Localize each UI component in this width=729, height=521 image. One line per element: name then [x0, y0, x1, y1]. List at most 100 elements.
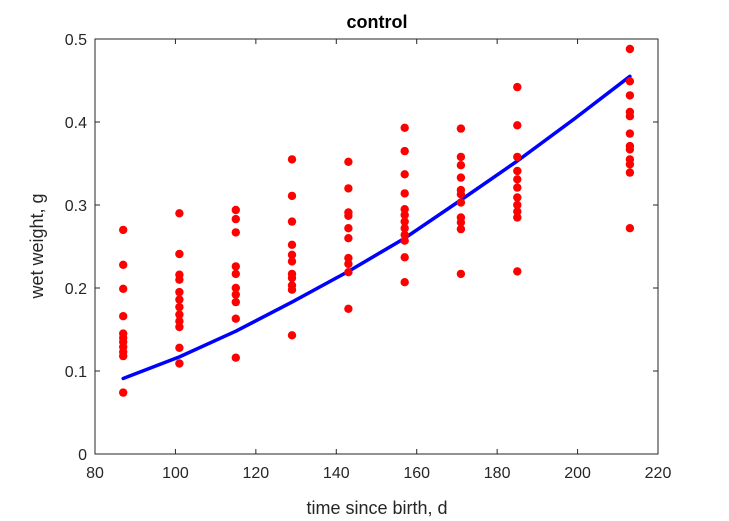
data-point [400, 230, 409, 240]
data-point [400, 210, 409, 220]
data-point [287, 191, 297, 201]
x-tick-label: 140 [323, 465, 350, 482]
fit-curve [121, 74, 632, 381]
data-point [175, 359, 184, 368]
data-point [175, 317, 184, 326]
data-point [119, 260, 128, 269]
data-point [625, 224, 635, 233]
data-point [231, 297, 240, 307]
data-point [456, 161, 466, 170]
data-point [175, 249, 184, 259]
data-point [231, 214, 240, 224]
data-point [231, 269, 240, 279]
data-point [119, 284, 128, 293]
data-point [400, 236, 409, 245]
x-tick-label: 80 [86, 465, 104, 482]
data-point [625, 129, 635, 138]
data-point [119, 312, 128, 321]
data-point [625, 112, 635, 121]
series-layer [119, 44, 635, 397]
data-point [344, 224, 353, 233]
data-point [119, 388, 128, 397]
data-point [175, 209, 184, 218]
data-point [513, 267, 522, 276]
data-point [287, 273, 297, 283]
data-point [456, 218, 466, 227]
data-point [287, 155, 297, 164]
data-point [287, 257, 297, 266]
data-point [513, 152, 522, 162]
data-point [344, 259, 353, 269]
data-point [175, 287, 184, 297]
data-point [175, 295, 184, 304]
data-point [513, 175, 522, 184]
axes-box [94, 38, 659, 455]
plot-area: 80 100 120 140 160 180 200 220 0 0.1 0.2 0.3 0.4 0.5 [65, 32, 672, 482]
data-point [231, 283, 240, 293]
y-tick-label: 0.2 [65, 281, 87, 298]
data-point [513, 82, 522, 92]
data-point [625, 77, 635, 86]
data-point [513, 121, 522, 130]
data-point [456, 152, 466, 162]
data-point [513, 207, 522, 216]
data-point [287, 217, 297, 226]
data-point [400, 217, 409, 226]
data-point [231, 228, 240, 237]
data-point [456, 190, 466, 199]
data-point [456, 224, 466, 234]
data-point [400, 123, 409, 132]
data-point [175, 343, 184, 352]
data-point [287, 240, 297, 249]
x-tick-label: 160 [403, 465, 430, 482]
y-tick-label: 0.5 [65, 32, 87, 49]
chart-title: control [347, 12, 408, 32]
x-tick-label: 200 [564, 465, 591, 482]
data-point [513, 213, 522, 222]
data-point [119, 225, 128, 235]
data-point [175, 302, 184, 312]
data-point [400, 278, 409, 287]
data-point [344, 157, 353, 166]
x-tick-label: 100 [162, 465, 189, 482]
data-point [175, 310, 184, 319]
data-point [231, 262, 240, 271]
y-tick-label: 0.3 [65, 198, 87, 215]
data-point [231, 314, 240, 323]
y-tick-label: 0.1 [65, 364, 87, 381]
data-point [625, 168, 635, 177]
data-point [231, 205, 240, 215]
data-point [456, 173, 466, 182]
data-point [456, 269, 466, 279]
data-point [513, 166, 522, 176]
data-point [344, 268, 353, 277]
data-point [625, 44, 635, 54]
data-point [287, 331, 297, 340]
data-point [119, 351, 128, 361]
y-tick-label: 0 [78, 447, 87, 464]
data-point [625, 160, 635, 169]
data-point [175, 275, 184, 284]
data-point [287, 250, 297, 259]
axis-tick-labels: 80 100 120 140 160 180 200 220 0 0.1 0.2 0.3 0.4 0.5 [65, 32, 672, 482]
data-point [513, 200, 522, 210]
data-point [400, 170, 409, 179]
x-tick-label: 220 [645, 465, 672, 482]
x-tick-label: 180 [484, 465, 511, 482]
y-axis-label: wet weight, g [27, 193, 47, 299]
axis-ticks [94, 38, 659, 455]
data-point [344, 253, 353, 263]
data-point [400, 189, 409, 198]
data-point [400, 253, 409, 262]
x-axis-label: time since birth, d [306, 498, 447, 518]
data-point [400, 224, 409, 233]
data-point [625, 145, 635, 154]
data-point [513, 193, 522, 202]
data-point [344, 211, 353, 220]
data-point [231, 353, 240, 362]
data-point [344, 304, 353, 313]
data-point [231, 290, 240, 299]
data-point [400, 205, 409, 214]
y-tick-label: 0.4 [65, 115, 87, 132]
